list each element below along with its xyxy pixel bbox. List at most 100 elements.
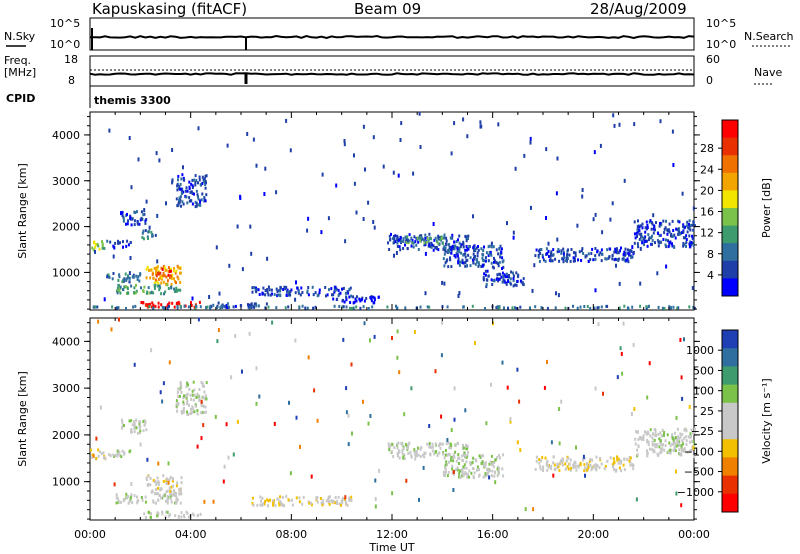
range-cell [541,253,544,257]
range-cell [677,435,679,439]
range-cell [620,469,623,473]
range-cell [663,433,665,437]
range-cell [476,251,479,255]
range-cell [393,237,396,241]
range-cell [498,247,501,250]
range-cell [160,496,163,500]
range-cell [625,258,628,262]
range-cell [441,241,444,245]
range-cell [201,175,204,179]
range-cell [184,194,187,198]
range-cell [382,164,385,169]
range-cell [687,435,690,439]
range-cell [175,197,178,201]
range-cell [637,437,640,441]
range-cell [465,259,468,263]
range-cell [190,397,193,401]
range-cell [164,269,167,272]
range-cell [137,157,140,162]
nave-label: Nave [754,66,782,79]
range-cell [540,459,543,463]
range-cell [582,458,584,462]
range-cell [125,279,128,282]
range-cell [113,482,116,487]
range-cell [686,220,689,224]
range-cell [148,268,150,272]
range-cell [686,224,689,228]
range-cell [180,190,183,194]
range-cell [501,271,504,275]
range-cell [419,305,422,309]
range-cell [458,475,460,479]
range-cell [195,189,198,193]
range-cell [691,223,694,227]
range-cell [168,478,171,482]
range-cell [410,236,413,240]
range-cell [612,113,615,118]
range-cell [495,306,498,310]
range-cell [321,172,324,177]
range-cell [477,245,479,248]
range-cell [611,462,614,466]
range-cell [194,181,197,184]
range-cell [462,453,465,457]
range-cell [579,461,582,465]
range-cell [176,182,179,186]
x-tick-label: 16:00 [477,528,509,541]
range-cell [423,451,426,455]
range-cell [482,249,485,252]
range-cell [181,411,184,415]
range-cell [622,256,625,260]
x-tick-label: 12:00 [376,528,408,541]
range-cell [458,260,461,264]
range-cell [101,246,104,250]
range-cell [392,235,395,238]
range-cell [289,148,292,153]
range-cell [180,487,182,491]
range-cell [692,243,695,247]
range-cell [269,498,272,502]
range-cell [201,411,204,415]
range-cell [306,291,309,295]
range-cell [393,446,396,450]
range-cell [255,401,258,406]
range-cell [162,265,165,268]
range-cell [492,279,495,283]
range-cell [288,292,291,297]
range-cell [692,431,695,435]
range-cell [253,305,256,309]
range-cell [107,273,110,277]
y-tick-label: 4000 [52,129,80,142]
range-cell [126,222,129,226]
range-cell [656,443,659,447]
range-cell [634,236,637,240]
range-cell [255,163,258,168]
range-cell [355,210,358,215]
range-cell [577,258,579,262]
x-tick-label: 00:00 [74,528,106,541]
range-cell [186,401,189,405]
y-tick-label: 3000 [52,175,80,188]
range-cell [345,410,348,415]
range-cell [694,430,696,434]
range-cell [671,129,674,134]
range-cell [405,241,408,244]
range-cell [448,446,451,450]
range-cell [635,430,638,433]
range-cell [387,442,390,446]
range-cell [454,444,457,448]
range-cell [569,458,572,462]
range-cell [463,463,466,467]
cpid-label: CPID [6,92,35,105]
range-cell [481,460,484,464]
range-cell [620,351,623,356]
range-cell [537,253,540,257]
range-cell [556,156,559,161]
range-cell [302,495,305,499]
range-cell [266,498,269,502]
range-cell [173,290,176,293]
range-cell [121,424,124,428]
range-cell [682,223,685,227]
nsearch-tick-bottom: 10^0 [706,38,736,51]
range-cell [456,254,459,258]
